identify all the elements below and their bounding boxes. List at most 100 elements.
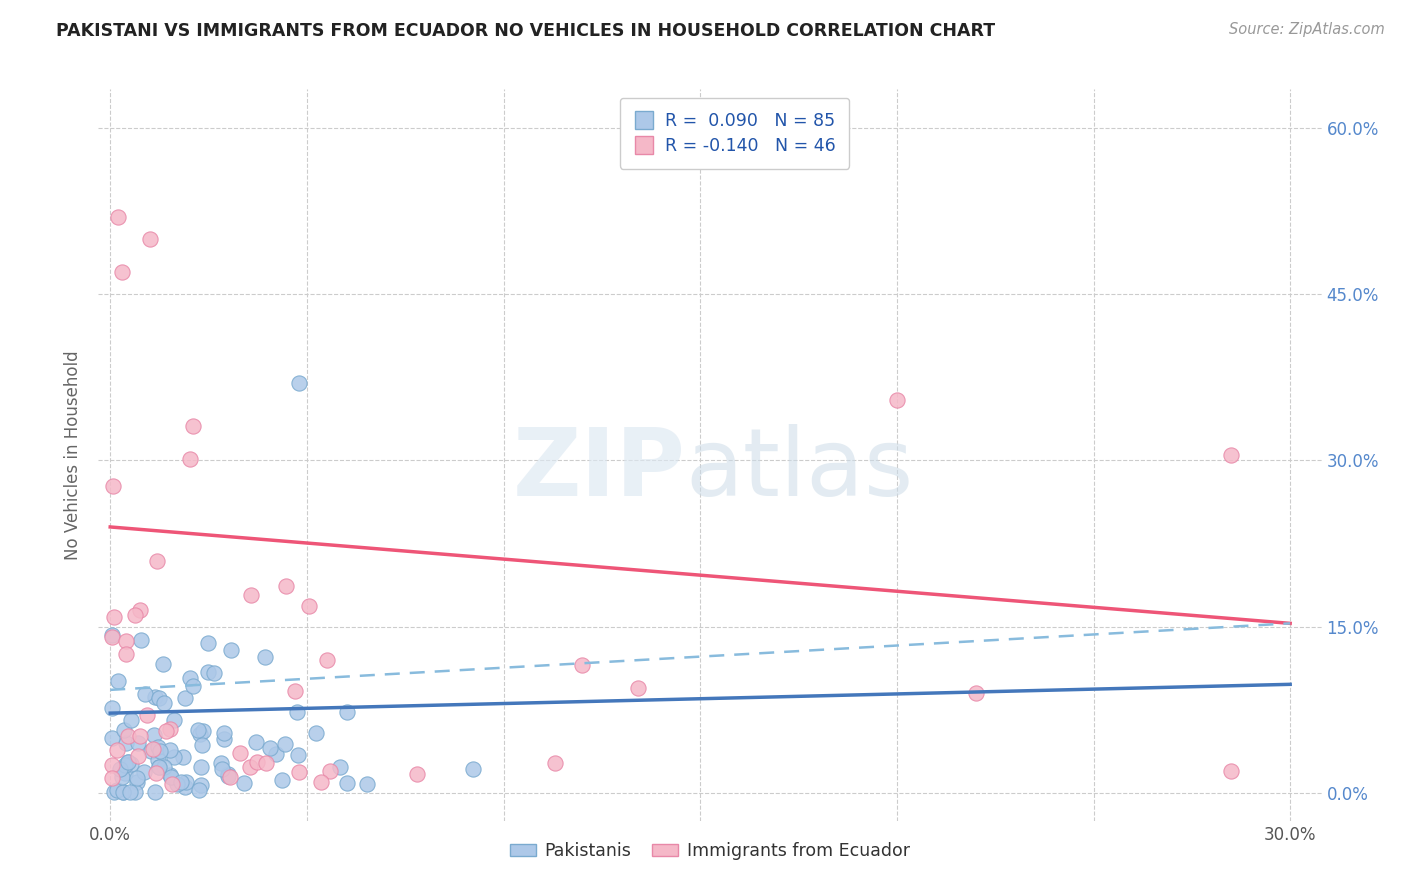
- Point: [124, 785, 146, 799]
- Point: [101, 771, 124, 785]
- Point: [148, 690, 170, 705]
- Point: [315, 653, 337, 667]
- Point: [259, 741, 281, 756]
- Point: [202, 665, 225, 680]
- Point: [141, 744, 163, 758]
- Point: [190, 760, 212, 774]
- Point: [124, 608, 146, 623]
- Point: [166, 777, 188, 791]
- Point: [336, 705, 359, 719]
- Point: [212, 726, 235, 740]
- Point: [209, 756, 232, 770]
- Point: [179, 451, 201, 466]
- Point: [108, 762, 131, 776]
- Point: [134, 686, 156, 700]
- Point: [148, 760, 170, 774]
- Point: [159, 768, 181, 782]
- Point: [101, 479, 124, 493]
- Point: [101, 630, 124, 644]
- Point: [114, 766, 136, 780]
- Point: [319, 764, 342, 778]
- Point: [174, 780, 197, 795]
- Point: [146, 754, 169, 768]
- Point: [115, 736, 138, 750]
- Point: [187, 783, 209, 797]
- Point: [111, 265, 134, 279]
- Point: [145, 765, 167, 780]
- Point: [187, 723, 209, 737]
- Point: [405, 766, 427, 780]
- Point: [285, 705, 308, 719]
- Point: [138, 232, 160, 246]
- Point: [461, 762, 484, 776]
- Point: [1220, 448, 1243, 462]
- Point: [211, 762, 233, 776]
- Point: [101, 628, 124, 642]
- Point: [129, 603, 152, 617]
- Point: [143, 690, 166, 705]
- Text: atlas: atlas: [686, 424, 914, 516]
- Point: [228, 747, 250, 761]
- Point: [112, 785, 135, 799]
- Text: Source: ZipAtlas.com: Source: ZipAtlas.com: [1229, 22, 1385, 37]
- Point: [163, 750, 186, 764]
- Point: [264, 747, 287, 761]
- Point: [298, 599, 321, 613]
- Point: [155, 724, 177, 739]
- Point: [191, 723, 214, 738]
- Point: [239, 759, 262, 773]
- Point: [329, 760, 352, 774]
- Point: [219, 771, 242, 785]
- Point: [190, 778, 212, 792]
- Point: [571, 658, 593, 673]
- Point: [197, 636, 219, 650]
- Point: [179, 671, 201, 685]
- Point: [142, 728, 165, 742]
- Point: [274, 737, 297, 751]
- Point: [127, 736, 149, 750]
- Point: [153, 696, 176, 710]
- Point: [111, 770, 134, 784]
- Point: [174, 690, 197, 705]
- Point: [115, 633, 138, 648]
- Point: [181, 419, 204, 434]
- Point: [544, 756, 567, 770]
- Point: [232, 775, 254, 789]
- Point: [143, 785, 166, 799]
- Point: [129, 729, 152, 743]
- Point: [105, 783, 128, 797]
- Point: [101, 701, 124, 715]
- Point: [197, 665, 219, 679]
- Point: [254, 756, 277, 771]
- Point: [132, 764, 155, 779]
- Point: [214, 732, 236, 747]
- Point: [125, 771, 148, 785]
- Point: [246, 756, 269, 770]
- Point: [270, 773, 292, 788]
- Point: [288, 376, 311, 390]
- Point: [128, 749, 150, 764]
- Point: [274, 579, 297, 593]
- Point: [127, 775, 149, 789]
- Point: [159, 722, 181, 736]
- Legend: Pakistanis, Immigrants from Ecuador: Pakistanis, Immigrants from Ecuador: [503, 835, 917, 867]
- Point: [112, 723, 135, 737]
- Point: [627, 681, 650, 695]
- Point: [305, 726, 328, 740]
- Point: [336, 776, 359, 790]
- Point: [120, 756, 142, 771]
- Y-axis label: No Vehicles in Household: No Vehicles in Household: [65, 350, 83, 560]
- Point: [117, 756, 139, 770]
- Point: [886, 392, 908, 407]
- Point: [188, 727, 211, 741]
- Point: [159, 770, 181, 784]
- Text: ZIP: ZIP: [513, 424, 686, 516]
- Point: [217, 767, 239, 781]
- Point: [142, 741, 165, 756]
- Point: [240, 588, 263, 602]
- Point: [117, 729, 139, 743]
- Point: [163, 714, 186, 728]
- Point: [311, 774, 333, 789]
- Point: [149, 744, 172, 758]
- Point: [288, 765, 311, 780]
